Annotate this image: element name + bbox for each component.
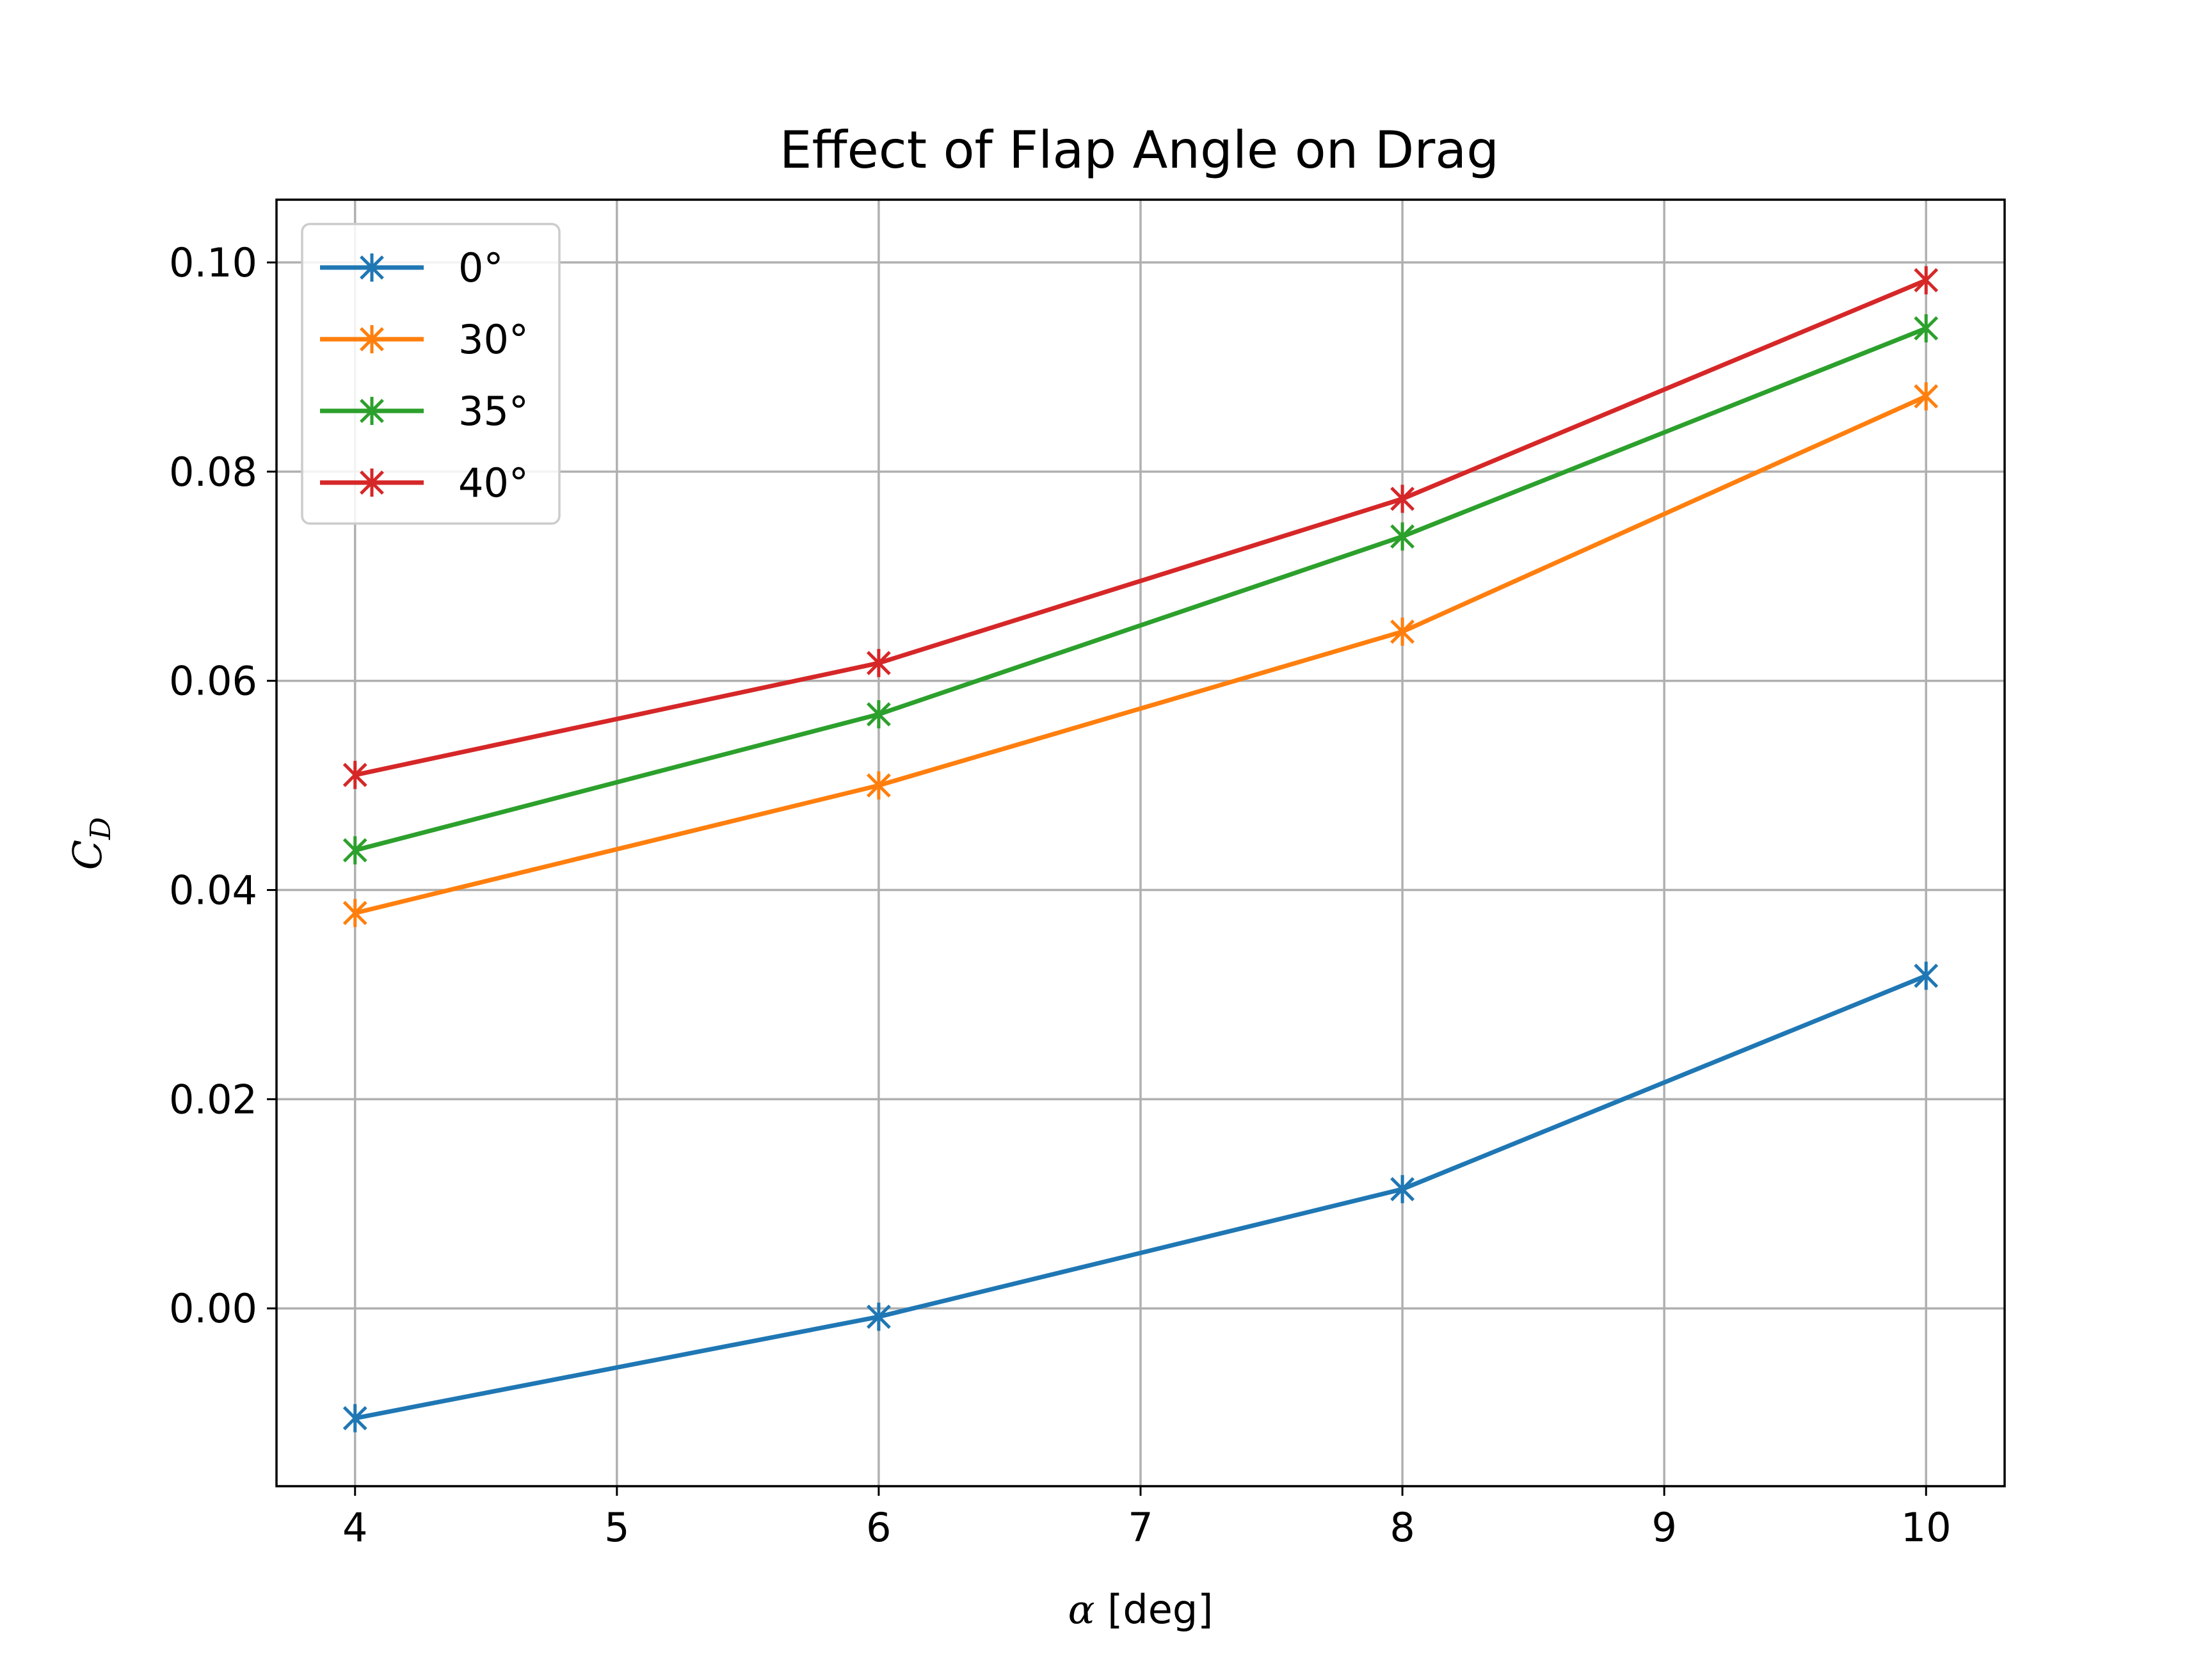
- legend-label: 30°: [458, 316, 529, 363]
- data-point: [866, 771, 891, 800]
- x-tick-label: 6: [866, 1504, 891, 1551]
- data-point: [342, 899, 367, 927]
- legend-entry: 0°: [320, 244, 503, 291]
- series-line: [354, 394, 1927, 915]
- x-axis-unit: [deg]: [1094, 1586, 1213, 1633]
- data-point: [1914, 382, 1939, 411]
- x-tick-label: 4: [342, 1504, 367, 1551]
- y-tick-label: 0.00: [169, 1285, 257, 1332]
- x-axis-symbol: α: [1068, 1586, 1095, 1633]
- data-point: [1390, 1174, 1415, 1203]
- legend-marker: [360, 325, 384, 353]
- data-point: [1914, 266, 1939, 294]
- series-1: [342, 382, 1939, 927]
- grid: [276, 200, 2005, 1486]
- series-0: [342, 961, 1939, 1432]
- y-axis-main: C: [64, 840, 111, 870]
- legend-label: 35°: [458, 388, 529, 435]
- legend-marker: [360, 469, 384, 497]
- data-point: [866, 1302, 891, 1331]
- legend-entry: 30°: [320, 316, 529, 363]
- y-axis-subscript: D: [84, 817, 117, 840]
- y-axis-label: CD: [64, 817, 117, 870]
- x-tick-label: 9: [1651, 1504, 1676, 1551]
- y-tick-label: 0.04: [169, 867, 257, 914]
- chart-title: Effect of Flap Angle on Drag: [780, 120, 1499, 180]
- y-tick-label: 0.08: [169, 449, 257, 495]
- data-point: [1390, 617, 1415, 646]
- legend-box: [301, 223, 561, 525]
- axis-ticks: 4 5 6 7 8 9 10 0.00 0.02 0.04 0.06 0.08 0.10: [169, 239, 1952, 1551]
- data-point: [342, 836, 367, 865]
- series-line: [354, 326, 1927, 853]
- y-tick-label: 0.06: [169, 658, 257, 705]
- legend-entry: 35°: [320, 388, 529, 435]
- x-tick-label: 10: [1901, 1504, 1952, 1551]
- x-tick-label: 7: [1128, 1504, 1153, 1551]
- svg-text:CD: CD: [64, 817, 117, 870]
- legend-label: 40°: [458, 460, 529, 506]
- legend-entry: 40°: [320, 460, 529, 506]
- data-point: [1390, 522, 1415, 551]
- series-2: [342, 314, 1939, 865]
- legend-marker: [360, 253, 384, 282]
- series-line: [354, 278, 1927, 778]
- legend-label: 0°: [458, 244, 503, 291]
- series-line: [355, 974, 1927, 1421]
- x-tick-label: 8: [1390, 1504, 1415, 1551]
- plot-series: [342, 266, 1939, 1432]
- x-axis-label: α [deg]: [1068, 1586, 1214, 1633]
- data-point: [342, 760, 367, 789]
- data-point: [1914, 961, 1939, 990]
- data-point: [1914, 314, 1939, 342]
- data-point: [866, 700, 891, 728]
- series-3: [342, 266, 1939, 789]
- y-tick-label: 0.10: [169, 239, 257, 286]
- x-tick-label: 5: [604, 1504, 629, 1551]
- y-tick-label: 0.02: [169, 1076, 257, 1123]
- legend-marker: [360, 397, 384, 425]
- legend: 0° 30° 35° 40°: [301, 223, 561, 525]
- data-point: [1390, 485, 1415, 513]
- data-point: [342, 1404, 367, 1432]
- data-point: [866, 648, 891, 677]
